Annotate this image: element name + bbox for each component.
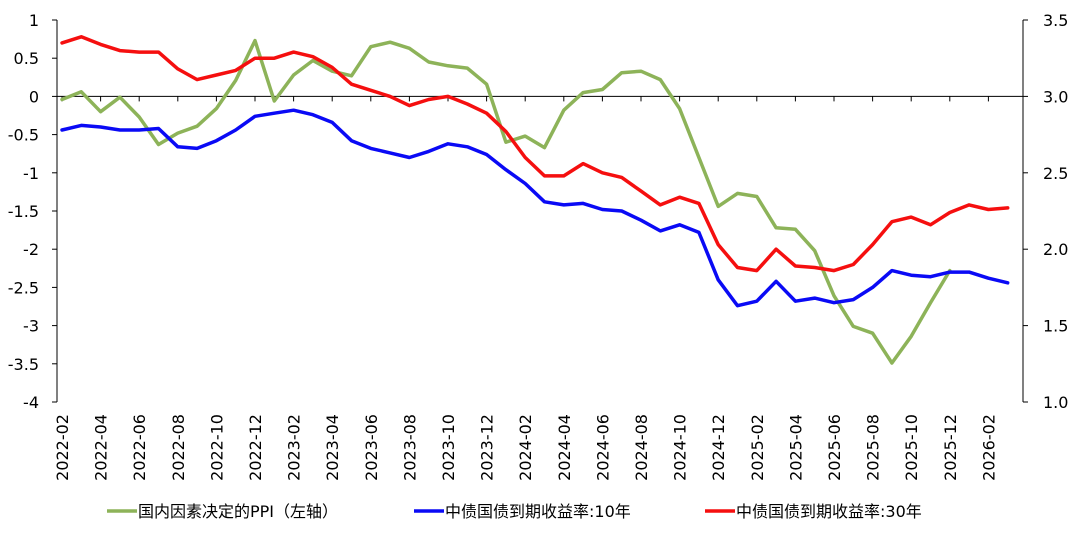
x-axis: 2022-02 2022-04 2022-06 2022-08 2022-10 2022-…: [53, 95, 1023, 481]
x-tick-label: 2022-08: [169, 414, 188, 481]
legend-label-1: 国内因素决定的PPI（左轴）: [138, 502, 338, 521]
x-tick-label: 2022-04: [92, 414, 111, 481]
x-tick-label: 2024-04: [555, 414, 574, 481]
series-line-1: [60, 38, 952, 365]
left-tick-label: -0.5: [8, 126, 39, 145]
x-tick-label: 2024-02: [516, 414, 535, 481]
x-tick-label: 2024-10: [671, 414, 690, 481]
x-tick-label: 2025-08: [864, 414, 883, 481]
left-tick-label: -3: [23, 317, 39, 336]
left-tick-label: 1: [29, 11, 39, 30]
right-tick-label: 3.5: [1043, 11, 1068, 30]
left-tick-label: -2.5: [8, 278, 39, 297]
legend: 国内因素决定的PPI（左轴） 中债国债到期收益率:10年 中债国债到期收益率:30年: [107, 502, 922, 521]
x-tick-label: 2023-02: [285, 414, 304, 481]
left-tick-label: -3.5: [8, 355, 39, 374]
x-tick-label: 2025-02: [748, 414, 767, 481]
legend-label-3: 中债国债到期收益率:30年: [736, 502, 922, 521]
left-tick-label: 0: [29, 87, 39, 106]
plot-area: [60, 35, 1010, 365]
right-tick-label: 1.0: [1043, 393, 1068, 412]
x-tick-label: 2022-10: [207, 414, 226, 481]
left-tick-label: -1.5: [8, 202, 39, 221]
left-tick-label: -1: [23, 164, 39, 183]
x-tick-label: 2023-06: [362, 414, 381, 481]
right-tick-label: 2.5: [1043, 164, 1068, 183]
x-tick-label: 2023-08: [400, 414, 419, 481]
x-tick-label: 2026-02: [979, 414, 998, 481]
left-y-axis: 1 0.5 0 -0.5 -1 -1.5 -2 -2.5 -3 -3.5 -4: [8, 11, 58, 412]
x-tick-label: 2022-02: [53, 414, 72, 481]
left-tick-label: -2: [23, 240, 39, 259]
x-tick-label: 2024-12: [709, 414, 728, 481]
x-tick-label: 2025-04: [786, 414, 805, 481]
right-tick-label: 2.0: [1043, 240, 1068, 259]
series-line-3: [60, 35, 1010, 273]
right-tick-label: 3.0: [1043, 87, 1068, 106]
right-tick-label: 1.5: [1043, 317, 1068, 336]
series-line-2: [60, 108, 1010, 308]
x-tick-label: 2023-10: [439, 414, 458, 481]
x-tick-label: 2024-06: [593, 414, 612, 481]
left-tick-label: 0.5: [14, 49, 39, 68]
left-tick-label: -4: [23, 393, 39, 412]
x-tick-label: 2023-04: [323, 414, 342, 481]
x-tick-label: 2022-06: [130, 414, 149, 481]
x-tick-label: 2024-08: [632, 414, 651, 481]
x-tick-label: 2025-12: [941, 414, 960, 481]
x-tick-label: 2022-12: [246, 414, 265, 481]
x-tick-label: 2025-10: [902, 414, 921, 481]
x-tick-label: 2025-06: [825, 414, 844, 481]
x-tick-label: 2023-12: [478, 414, 497, 481]
right-y-axis: 3.5 3.0 2.5 2.0 1.5 1.0: [1022, 11, 1068, 412]
legend-label-2: 中债国债到期收益率:10年: [445, 502, 631, 521]
